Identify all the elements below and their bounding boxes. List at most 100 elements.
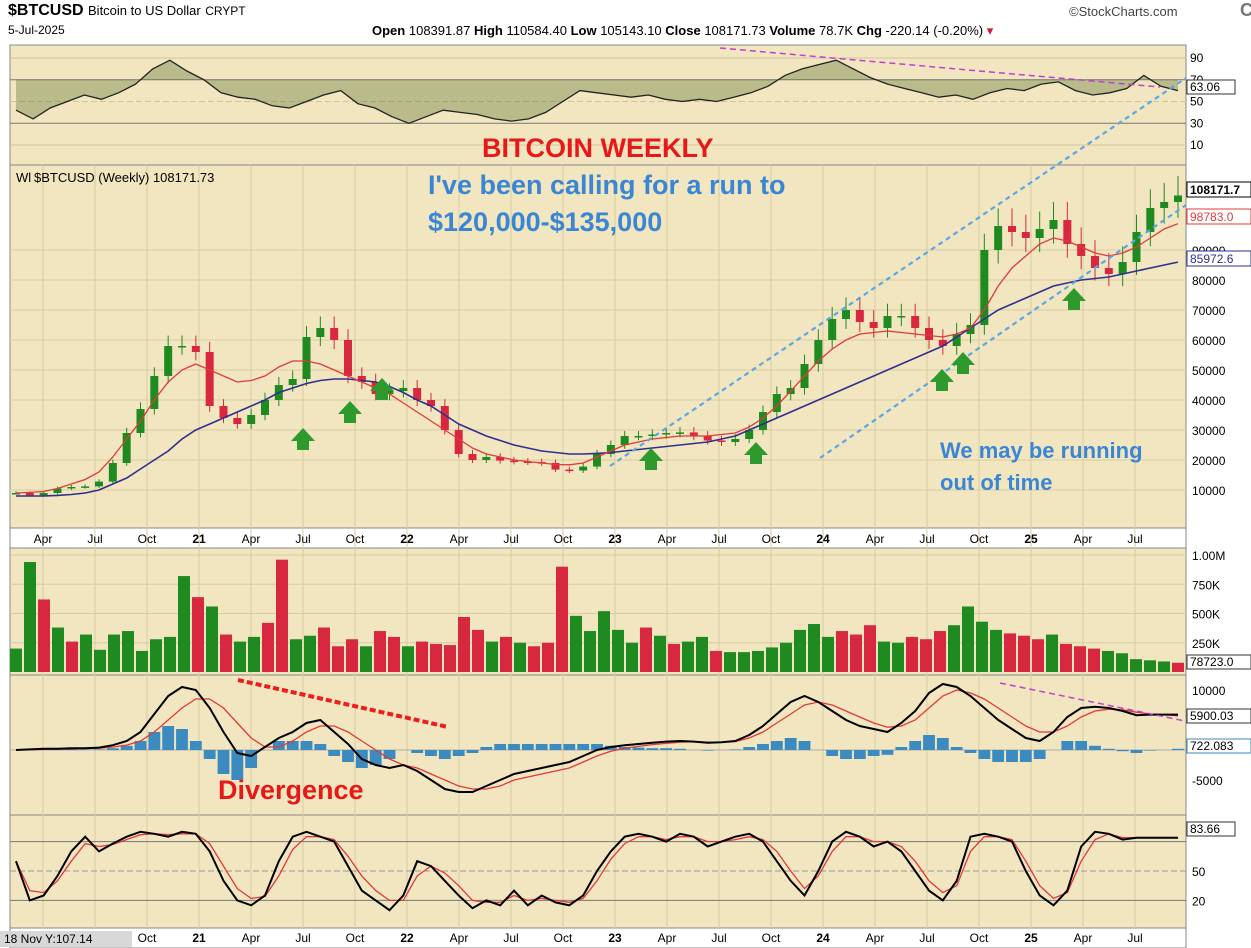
x-tick-label: Apr [450, 532, 469, 546]
macd-histogram-bar [176, 729, 188, 750]
volume-bar [430, 643, 442, 672]
macd-value-box [1186, 708, 1251, 724]
open-value: 108391.87 [408, 23, 471, 38]
price-value-label: 98783.0 [1190, 210, 1234, 224]
macd-histogram-bar [231, 750, 244, 780]
candle-body [468, 454, 477, 460]
corner-icon[interactable]: C [1240, 0, 1251, 20]
macd-histogram-bar [646, 748, 659, 750]
volume-bar [640, 627, 652, 672]
candle-body [869, 322, 878, 328]
candle-body [12, 493, 20, 495]
volume-bar [1046, 634, 1058, 672]
x-tick-label: Oct [138, 532, 157, 546]
chg-down-icon: ▾ [986, 23, 994, 38]
macd-histogram-bar [411, 750, 424, 753]
volume-bar [206, 606, 218, 672]
candle-body [427, 400, 435, 406]
volume-bar [1144, 660, 1156, 672]
candle-body [413, 388, 422, 400]
volume-bar [654, 635, 666, 672]
volume-tick-label: 500K [1192, 608, 1220, 622]
macd-histogram-bar [660, 748, 673, 750]
candle-body [482, 457, 491, 460]
bottom-axis-strip [9, 927, 1187, 948]
macd-histogram-bar [162, 726, 175, 750]
macd-histogram-bar [245, 750, 258, 768]
candle-body [261, 400, 269, 415]
macd-histogram-bar [148, 732, 161, 750]
candle-body [952, 334, 961, 346]
volume-bar [612, 629, 624, 672]
x-tick-label: Apr [866, 532, 885, 546]
macd-histogram-bar [217, 750, 230, 774]
rsi-fill [16, 60, 1178, 124]
volume-bar [1088, 648, 1100, 672]
candle-body [233, 418, 242, 424]
bottom-x-tick-label: Jul [919, 931, 934, 945]
macd-value-label: 5900.03 [1190, 709, 1234, 723]
price-tick-label: 10000 [1192, 484, 1226, 498]
macd-histogram-bar [342, 750, 354, 762]
rsi-line [15, 59, 1179, 124]
bottom-x-tick-label: Apr [866, 931, 885, 945]
macd-histogram-bar [203, 750, 216, 759]
macd-histogram-bar [674, 748, 686, 750]
candle-body [911, 316, 920, 328]
macd-signal-line [15, 689, 1179, 790]
x-tick-label: Apr [242, 532, 261, 546]
up-arrow-icon [1062, 288, 1086, 310]
brand-watermark: ©StockCharts.com [1069, 4, 1178, 19]
ticker-exchange: CRYPT [205, 4, 246, 18]
close-value: 108171.73 [704, 23, 766, 38]
up-arrow-icon [744, 442, 768, 464]
volume-bar [1172, 662, 1184, 672]
candle-body [81, 486, 90, 488]
price-tick-label: 40000 [1192, 394, 1226, 408]
x-tick-label: Jul [87, 532, 102, 546]
x-tick-label: Jul [711, 532, 726, 546]
macd-histogram-bar [701, 750, 714, 751]
candle-body [440, 406, 449, 430]
x-tick-label: 25 [1024, 532, 1038, 546]
macd-histogram-bar [1130, 750, 1143, 753]
volume-bar [94, 649, 106, 672]
macd-histogram-bar [881, 750, 894, 755]
close-label: Close [665, 23, 701, 38]
ticker-name: Bitcoin to US Dollar [88, 3, 201, 18]
stoch-k-line [15, 830, 1178, 912]
volume-bar [178, 576, 190, 672]
volume-bar [486, 641, 498, 672]
candle-body [1008, 226, 1016, 232]
candle-body [95, 481, 103, 487]
volume-bar [1116, 653, 1128, 672]
volume-bar [794, 629, 806, 672]
macd-histogram-bar [1006, 750, 1018, 762]
candle-body [980, 250, 989, 325]
macd-hist-box [1186, 738, 1251, 754]
volume-bar [458, 617, 470, 672]
volume-bar [472, 629, 484, 672]
volume-bar [696, 636, 708, 672]
volume-bar [318, 627, 330, 672]
volume-tick-label: 750K [1192, 578, 1220, 592]
stoch-d-line [15, 833, 1178, 904]
volume-bar [738, 652, 750, 672]
price-tick-label: 20000 [1192, 454, 1226, 468]
volume-bar [1130, 659, 1142, 672]
volume-value-box [1186, 654, 1251, 670]
bottom-x-tick-label: 21 [192, 931, 206, 945]
x-tick-label: Jul [295, 532, 310, 546]
volume-bar [598, 611, 610, 672]
bottom-x-tick-label: Jul [711, 931, 726, 945]
macd-histogram-bar [383, 750, 396, 759]
macd-tick-label: -5000 [1192, 774, 1223, 788]
open-label: Open [372, 23, 406, 38]
bottom-x-tick-label: Oct [762, 931, 781, 945]
candle-body [717, 440, 726, 442]
macd-line [15, 682, 1178, 793]
volume-bar [1004, 633, 1016, 672]
candle-body [150, 376, 159, 409]
macd-histogram-bar [494, 744, 507, 750]
